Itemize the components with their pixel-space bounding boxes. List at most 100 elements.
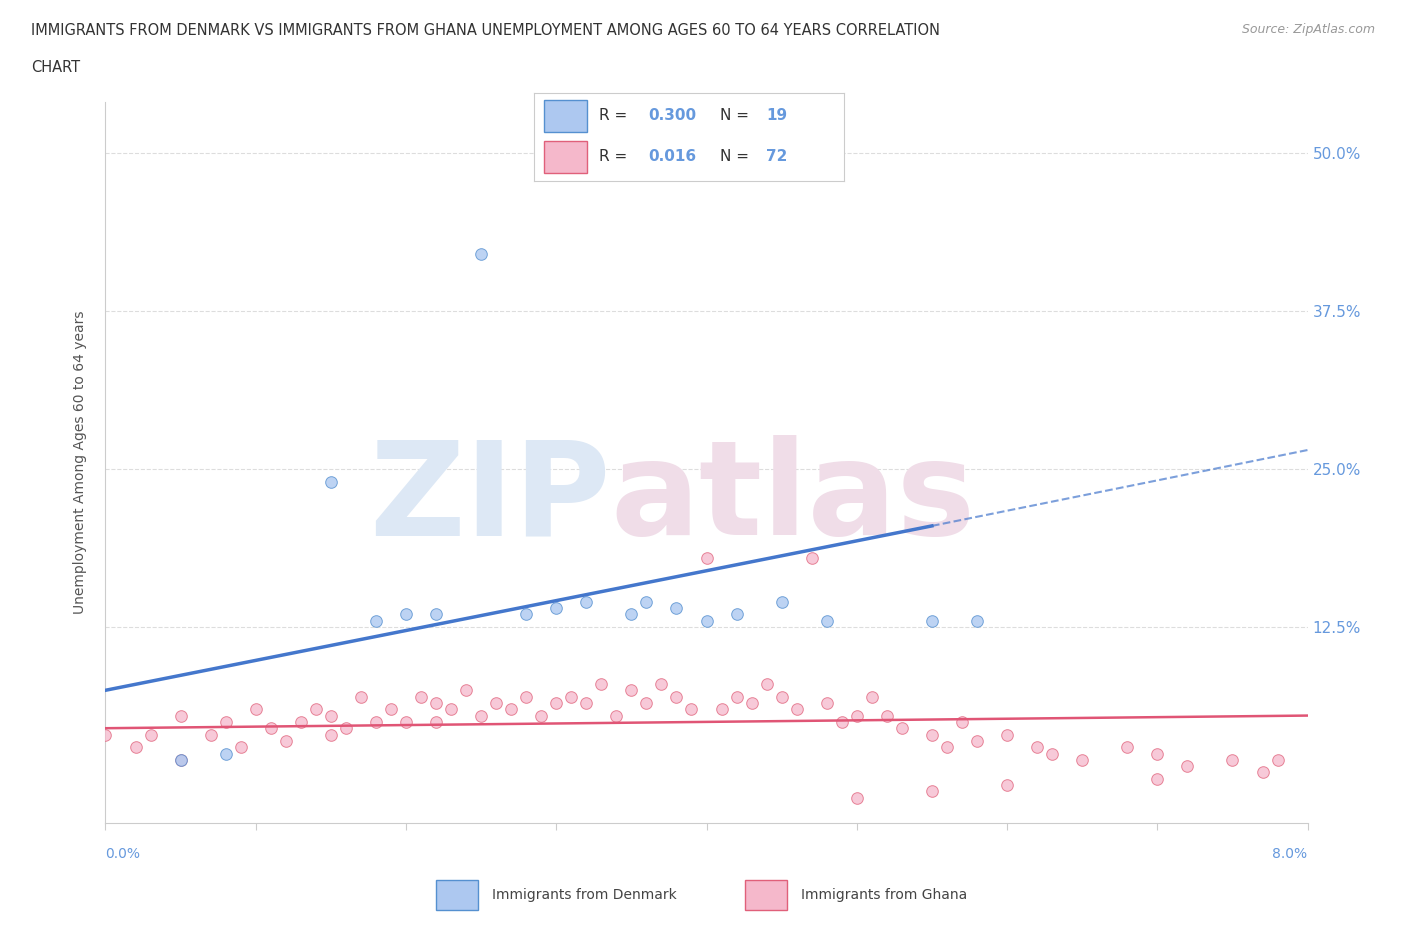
Point: [815, 696, 838, 711]
Text: Source: ZipAtlas.com: Source: ZipAtlas.com: [1241, 23, 1375, 36]
Point: [1267, 752, 1289, 767]
Y-axis label: Unemployment Among Ages 60 to 64 years: Unemployment Among Ages 60 to 64 years: [73, 311, 87, 615]
Bar: [745, 880, 787, 910]
Point: [696, 550, 718, 565]
Point: [890, 721, 912, 736]
Text: CHART: CHART: [31, 60, 80, 75]
Point: [305, 702, 328, 717]
Point: [966, 734, 988, 749]
Point: [995, 777, 1018, 792]
Point: [139, 727, 162, 742]
Point: [1146, 771, 1168, 786]
Point: [591, 676, 613, 691]
Point: [425, 607, 447, 622]
Point: [260, 721, 283, 736]
Point: [229, 739, 252, 754]
Point: [560, 689, 582, 704]
Point: [770, 594, 793, 609]
Text: Immigrants from Denmark: Immigrants from Denmark: [492, 888, 676, 902]
Point: [350, 689, 373, 704]
Point: [214, 714, 236, 729]
Text: 72: 72: [766, 149, 787, 164]
Point: [845, 708, 868, 723]
Point: [950, 714, 973, 729]
Point: [1040, 746, 1063, 761]
Point: [831, 714, 853, 729]
Point: [575, 594, 598, 609]
Text: Immigrants from Ghana: Immigrants from Ghana: [801, 888, 967, 902]
Point: [169, 752, 191, 767]
Point: [364, 714, 387, 729]
Point: [94, 727, 117, 742]
Point: [546, 601, 568, 616]
Point: [921, 613, 943, 628]
Point: [214, 746, 236, 761]
Point: [440, 702, 463, 717]
Text: 0.300: 0.300: [648, 109, 697, 124]
Point: [470, 708, 492, 723]
Point: [665, 689, 688, 704]
Text: atlas: atlas: [610, 435, 976, 563]
Point: [650, 676, 672, 691]
Point: [200, 727, 222, 742]
Point: [800, 550, 823, 565]
Point: [319, 708, 342, 723]
Point: [380, 702, 402, 717]
Point: [876, 708, 898, 723]
Point: [1146, 746, 1168, 761]
Text: 0.016: 0.016: [648, 149, 697, 164]
Bar: [436, 880, 478, 910]
Point: [860, 689, 883, 704]
Point: [501, 702, 523, 717]
Point: [515, 689, 537, 704]
Text: R =: R =: [599, 149, 633, 164]
Point: [470, 246, 492, 261]
Point: [515, 607, 537, 622]
Point: [845, 790, 868, 805]
Point: [1251, 765, 1274, 780]
Point: [815, 613, 838, 628]
Point: [786, 702, 808, 717]
Point: [741, 696, 763, 711]
Bar: [544, 100, 586, 132]
Text: IMMIGRANTS FROM DENMARK VS IMMIGRANTS FROM GHANA UNEMPLOYMENT AMONG AGES 60 TO 6: IMMIGRANTS FROM DENMARK VS IMMIGRANTS FR…: [31, 23, 941, 38]
Point: [1222, 752, 1244, 767]
Text: 8.0%: 8.0%: [1272, 846, 1308, 861]
Point: [395, 714, 418, 729]
Text: ZIP: ZIP: [368, 435, 610, 563]
Text: 19: 19: [766, 109, 787, 124]
Point: [530, 708, 553, 723]
Point: [364, 613, 387, 628]
Point: [169, 708, 191, 723]
Point: [425, 714, 447, 729]
Point: [319, 474, 342, 489]
Point: [1026, 739, 1049, 754]
Point: [936, 739, 959, 754]
Point: [665, 601, 688, 616]
Point: [921, 784, 943, 799]
Point: [395, 607, 418, 622]
Point: [725, 689, 748, 704]
Point: [169, 752, 191, 767]
Point: [605, 708, 627, 723]
Text: R =: R =: [599, 109, 633, 124]
Text: N =: N =: [720, 109, 754, 124]
Point: [454, 683, 477, 698]
Point: [921, 727, 943, 742]
Point: [124, 739, 146, 754]
Point: [290, 714, 312, 729]
Point: [636, 594, 658, 609]
Point: [755, 676, 778, 691]
Text: N =: N =: [720, 149, 754, 164]
Bar: [544, 140, 586, 173]
Point: [710, 702, 733, 717]
Point: [274, 734, 297, 749]
Point: [696, 613, 718, 628]
Point: [966, 613, 988, 628]
Point: [725, 607, 748, 622]
Point: [620, 607, 643, 622]
Point: [995, 727, 1018, 742]
Point: [425, 696, 447, 711]
Text: 0.0%: 0.0%: [105, 846, 141, 861]
Point: [575, 696, 598, 711]
